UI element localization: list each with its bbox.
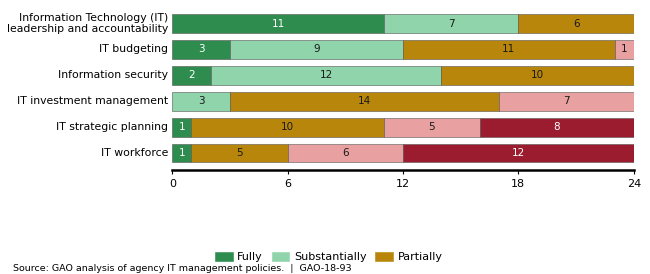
Text: 1: 1 xyxy=(621,44,627,55)
Text: 7: 7 xyxy=(448,19,454,28)
Bar xyxy=(172,66,211,85)
Text: 10: 10 xyxy=(531,70,544,80)
Bar xyxy=(441,66,634,85)
Bar xyxy=(172,14,384,33)
Text: 3: 3 xyxy=(198,96,204,106)
Bar xyxy=(519,14,634,33)
Bar xyxy=(384,14,519,33)
Bar xyxy=(384,118,480,136)
Text: 10: 10 xyxy=(281,122,294,132)
Text: 12: 12 xyxy=(319,70,333,80)
Bar xyxy=(403,40,614,59)
Text: 1: 1 xyxy=(179,122,185,132)
Bar xyxy=(172,118,192,136)
Text: 6: 6 xyxy=(573,19,579,28)
Text: 9: 9 xyxy=(313,44,320,55)
Bar xyxy=(172,144,192,162)
Bar xyxy=(211,66,441,85)
Text: 14: 14 xyxy=(358,96,371,106)
Bar xyxy=(480,118,634,136)
Text: 11: 11 xyxy=(272,19,285,28)
Bar xyxy=(287,144,403,162)
Bar xyxy=(230,40,403,59)
Bar xyxy=(614,40,634,59)
Text: 11: 11 xyxy=(502,44,515,55)
Bar xyxy=(192,144,287,162)
Bar xyxy=(403,144,634,162)
Text: 12: 12 xyxy=(512,148,525,158)
Text: 3: 3 xyxy=(198,44,204,55)
Text: 7: 7 xyxy=(563,96,570,106)
Bar xyxy=(172,40,230,59)
Bar xyxy=(172,92,230,111)
Text: 5: 5 xyxy=(428,122,435,132)
Bar xyxy=(192,118,384,136)
Text: 1: 1 xyxy=(179,148,185,158)
Text: 5: 5 xyxy=(236,148,243,158)
Bar xyxy=(499,92,634,111)
Text: Source: GAO analysis of agency IT management policies.  |  GAO-18-93: Source: GAO analysis of agency IT manage… xyxy=(13,264,352,273)
Text: 2: 2 xyxy=(188,70,195,80)
Text: 6: 6 xyxy=(342,148,348,158)
Bar xyxy=(230,92,499,111)
Text: 8: 8 xyxy=(554,122,560,132)
